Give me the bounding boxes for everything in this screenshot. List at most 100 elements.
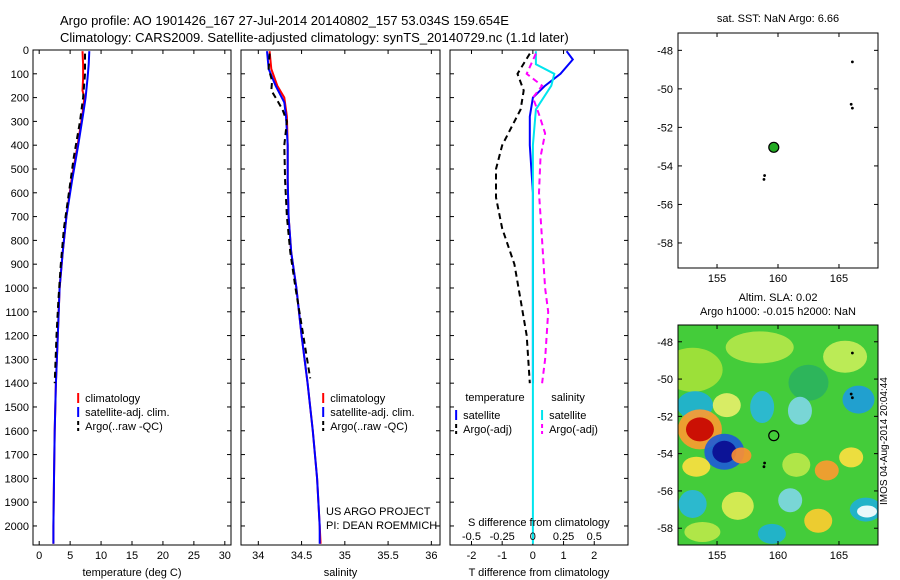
series-line-satellite	[528, 50, 575, 384]
legend-label: Argo(..raw -QC)	[330, 421, 408, 433]
sla-anomaly	[814, 460, 839, 481]
island-mark	[850, 396, 854, 400]
y-tick-label: 1500	[5, 402, 29, 414]
legend-title-temperature: temperature	[465, 392, 524, 404]
island-mark	[762, 465, 766, 469]
x-tick-label: 165	[830, 550, 848, 562]
y-tick-label: -52	[657, 122, 673, 134]
x-tick-label: 20	[157, 550, 169, 562]
y-tick-label: 100	[11, 69, 29, 81]
legend-label: climatology	[330, 393, 386, 405]
y-tick-label: -54	[657, 161, 673, 173]
y-tick-label: -52	[657, 411, 673, 423]
island-mark	[849, 392, 853, 396]
y-tick-label: 1200	[5, 331, 29, 343]
x-tick-label: 15	[126, 550, 138, 562]
legend-label: Argo(-adj)	[463, 424, 512, 436]
y-tick-label: 1800	[5, 473, 29, 485]
map-panels: 155 160 165 -48 -50 -52 -54 -56 -58 sat. SST: NaN…	[657, 13, 879, 562]
series-line-argoadj	[495, 53, 531, 384]
sla-anomaly	[839, 447, 864, 468]
series-line-climatology	[268, 51, 322, 544]
s-tick-label: 0.5	[587, 531, 602, 543]
y-tick-label: 800	[11, 235, 29, 247]
y-tick-label: 500	[11, 164, 29, 176]
series-line-argoadj	[525, 53, 550, 384]
x-tick-label: 160	[769, 273, 787, 285]
x-tick-label: 34	[252, 550, 264, 562]
map-sla-title-line1: Altim. SLA: 0.02	[739, 292, 818, 304]
map-sla-title-line2: Argo h1000: -0.015 h2000: NaN	[700, 306, 856, 318]
y-tick-label: 200	[11, 93, 29, 105]
project-annotation: PI: DEAN ROEMMICH	[326, 520, 437, 532]
y-tick-label: 1700	[5, 450, 29, 462]
y-tick-label: 2000	[5, 521, 29, 533]
x-tick-label: 0	[530, 550, 536, 562]
plot-frame	[240, 49, 441, 546]
profile-panel-salinity: 34 34.5 35 35.5 36 salinity climatology satelli…	[240, 49, 441, 579]
sla-anomaly	[857, 505, 878, 518]
y-tick-label: 0	[23, 45, 29, 57]
profile-panel-differences: -2 -1 0 1 2 T difference from climatology temp…	[449, 49, 629, 579]
sla-anomaly	[750, 391, 775, 424]
profile-panel-temperature: 0100200300400500600700800900100011001200…	[5, 45, 232, 579]
y-tick-label: 1600	[5, 426, 29, 438]
y-tick-label: 1100	[5, 307, 29, 319]
x-tick-label: 5	[67, 550, 73, 562]
s-tick-label: -0.5	[462, 531, 481, 543]
x-axis-label: salinity	[324, 567, 358, 579]
sla-anomaly	[787, 396, 812, 425]
sla-anomaly	[684, 521, 721, 542]
island-mark	[850, 351, 854, 355]
plot-frame	[449, 49, 629, 546]
x-tick-label: 2	[591, 550, 597, 562]
island-mark	[762, 177, 766, 181]
s-tick-label: -0.25	[490, 531, 515, 543]
sla-anomaly	[842, 385, 875, 414]
x-tick-label: 155	[708, 550, 726, 562]
legend-label: satellite-adj. clim.	[85, 407, 169, 419]
sla-anomaly	[721, 491, 754, 520]
sla-anomaly	[804, 508, 833, 533]
x-axis-label-top: S difference from climatology	[468, 517, 610, 529]
y-tick-label: 400	[11, 140, 29, 152]
figure-title-line1: Argo profile: AO 1901426_167 27-Jul-2014…	[60, 13, 509, 28]
legend-label: Argo(..raw -QC)	[85, 421, 163, 433]
series-line-satelliteadjclim	[52, 51, 91, 544]
x-tick-label: -1	[497, 550, 507, 562]
sla-anomaly	[685, 417, 714, 442]
y-tick-label: 1900	[5, 497, 29, 509]
s-tick-label: 0	[530, 531, 536, 543]
sla-anomaly	[778, 488, 803, 513]
series-line-argorawqc	[267, 53, 312, 379]
island-mark	[849, 102, 853, 106]
legend-title-salinity: salinity	[551, 392, 585, 404]
sla-anomaly	[788, 364, 829, 401]
y-tick-label: -48	[657, 337, 673, 349]
plot-frame	[32, 49, 232, 546]
x-tick-label: 30	[219, 550, 231, 562]
y-tick-label: -50	[657, 374, 673, 386]
y-tick-label: 900	[11, 259, 29, 271]
island-mark	[763, 174, 766, 177]
y-tick-label: -56	[657, 486, 673, 498]
sla-anomaly	[757, 523, 786, 544]
x-tick-label: 165	[830, 273, 848, 285]
x-tick-label: 0	[36, 550, 42, 562]
x-tick-label: 155	[708, 273, 726, 285]
legend-label: satellite	[549, 410, 586, 422]
y-tick-label: -58	[657, 523, 673, 535]
x-tick-label: 34.5	[291, 550, 312, 562]
sla-anomaly	[731, 447, 752, 464]
y-tick-label: 700	[11, 212, 29, 224]
map-sst-title: sat. SST: NaN Argo: 6.66	[717, 13, 839, 25]
s-tick-label: 0.25	[553, 531, 574, 543]
argo-float-marker	[768, 430, 780, 442]
legend-label: climatology	[85, 393, 141, 405]
figure-title-line2: Climatology: CARS2009. Satellite-adjuste…	[60, 30, 569, 45]
y-tick-label: 1300	[5, 354, 29, 366]
x-tick-label: 35.5	[377, 550, 398, 562]
sla-anomaly	[678, 347, 723, 392]
x-tick-label: 25	[188, 550, 200, 562]
